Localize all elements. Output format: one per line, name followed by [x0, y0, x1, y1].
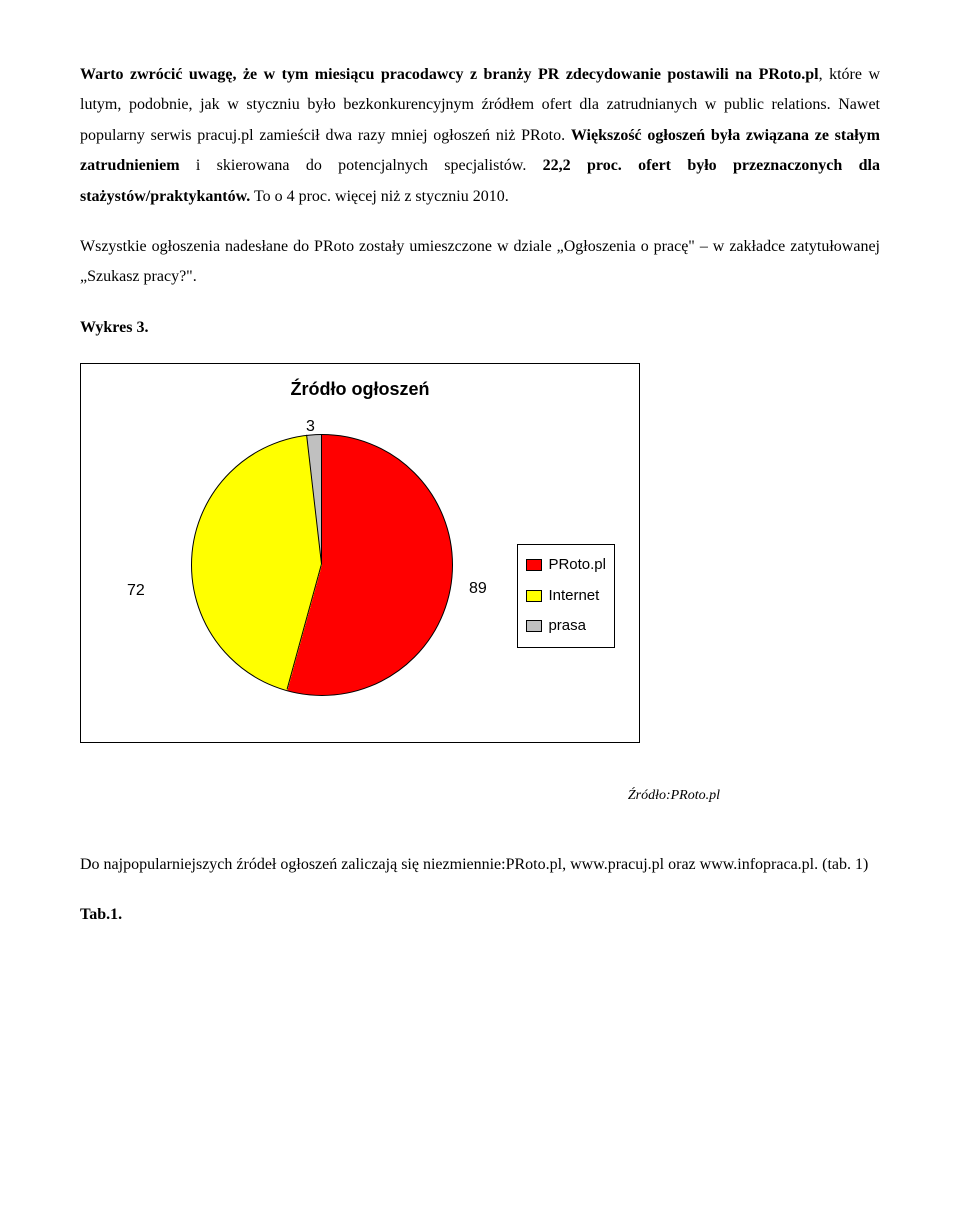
legend-label: prasa	[548, 612, 586, 641]
pie-chart-container: Źródło ogłoszeń 89 72 3 PRoto.plInternet…	[80, 363, 640, 743]
chart-title: Źródło ogłoszeń	[81, 372, 639, 406]
legend-row: prasa	[526, 612, 606, 641]
pie-chart	[191, 434, 453, 696]
slice-label-3: 3	[306, 412, 315, 442]
p1-text-4: i skierowana do potencjalnych specjalist…	[180, 157, 543, 174]
legend-row: Internet	[526, 582, 606, 611]
paragraph-2: Wszystkie ogłoszenia nadesłane do PRoto …	[80, 232, 880, 293]
paragraph-1: Warto zwrócić uwagę, że w tym miesiącu p…	[80, 60, 880, 212]
legend-swatch	[526, 620, 542, 632]
p1-text-6: To o 4 proc. więcej niż z styczniu 2010.	[250, 188, 509, 205]
legend-swatch	[526, 590, 542, 602]
table-caption: Tab.1.	[80, 900, 880, 930]
slice-label-72: 72	[127, 576, 145, 606]
legend-label: PRoto.pl	[548, 551, 606, 580]
legend-row: PRoto.pl	[526, 551, 606, 580]
chart-legend: PRoto.plInternetprasa	[517, 544, 615, 648]
legend-swatch	[526, 559, 542, 571]
p1-bold-1: Warto zwrócić uwagę, że w tym miesiącu p…	[80, 66, 819, 83]
legend-label: Internet	[548, 582, 599, 611]
paragraph-3: Do najpopularniejszych źródeł ogłoszeń z…	[80, 850, 880, 880]
chart-source: Źródło:PRoto.pl	[80, 783, 880, 810]
slice-label-89: 89	[469, 574, 487, 604]
chart-caption: Wykres 3.	[80, 313, 880, 343]
